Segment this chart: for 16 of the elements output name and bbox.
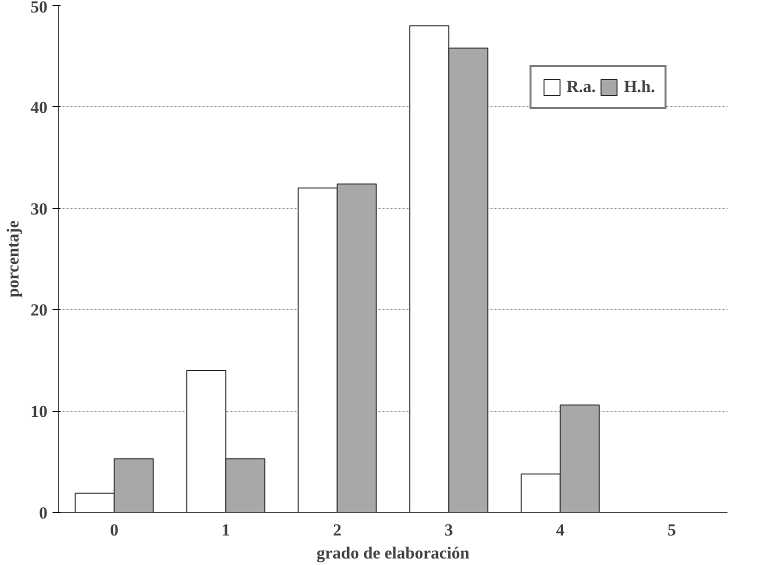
y-tick-label: 50 xyxy=(30,0,48,16)
legend-label: R.a. xyxy=(566,77,596,97)
y-tick-label: 40 xyxy=(30,98,48,117)
y-tick-label: 0 xyxy=(39,504,48,522)
y-tick-label: 10 xyxy=(30,402,48,422)
x-tick-label: 2 xyxy=(333,520,342,540)
x-axis-title: grado de elaboración xyxy=(316,544,470,562)
x-tick-label: 4 xyxy=(556,520,565,540)
y-axis-title: porcentaje xyxy=(4,220,22,298)
legend-label: H.h. xyxy=(624,77,655,97)
x-tick-label: 5 xyxy=(668,520,676,540)
x-tick-label: 0 xyxy=(110,520,118,540)
x-tick-label: 1 xyxy=(222,520,230,540)
y-tick-label: 30 xyxy=(30,199,48,218)
x-tick-label: 3 xyxy=(444,520,453,540)
y-tick-label: 20 xyxy=(30,300,48,320)
